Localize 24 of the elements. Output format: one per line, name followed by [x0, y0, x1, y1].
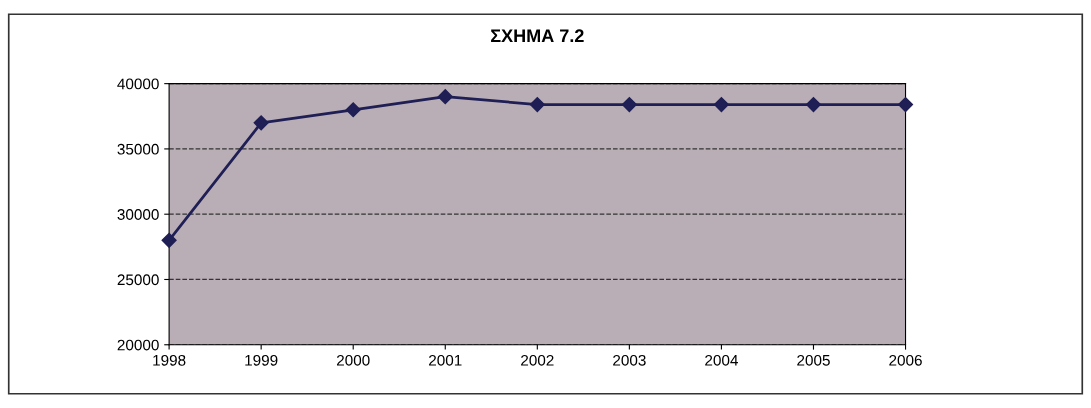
y-tick-label: 30000: [117, 209, 159, 220]
point: [253, 115, 269, 131]
point: [805, 96, 822, 113]
y-tick-label: 35000: [117, 143, 159, 155]
point: [621, 96, 637, 113]
y-tick-label: 25000: [117, 274, 159, 286]
x-tick-label: 2002: [521, 354, 554, 366]
x-tick-label: 1999: [245, 354, 278, 366]
x-tick-label: 2000: [336, 354, 370, 366]
point: [713, 96, 729, 113]
point: [529, 96, 545, 113]
x-tick-label: 2003: [613, 354, 646, 366]
point: [161, 232, 177, 248]
x-tick-label: 1998: [153, 354, 186, 366]
y-tick-label: 40000: [117, 78, 159, 90]
y-tick-label: 20000: [117, 339, 159, 351]
x-tick-label: 2005: [797, 354, 830, 366]
chart-title: ΣΧΗΜΑ 7.2: [491, 29, 584, 42]
point: [437, 89, 453, 105]
x-tick-label: 2001: [429, 354, 462, 366]
x-tick-label: 2006: [889, 354, 922, 366]
point: [897, 96, 914, 113]
point: [345, 102, 361, 118]
x-tick-label: 2004: [705, 354, 738, 366]
